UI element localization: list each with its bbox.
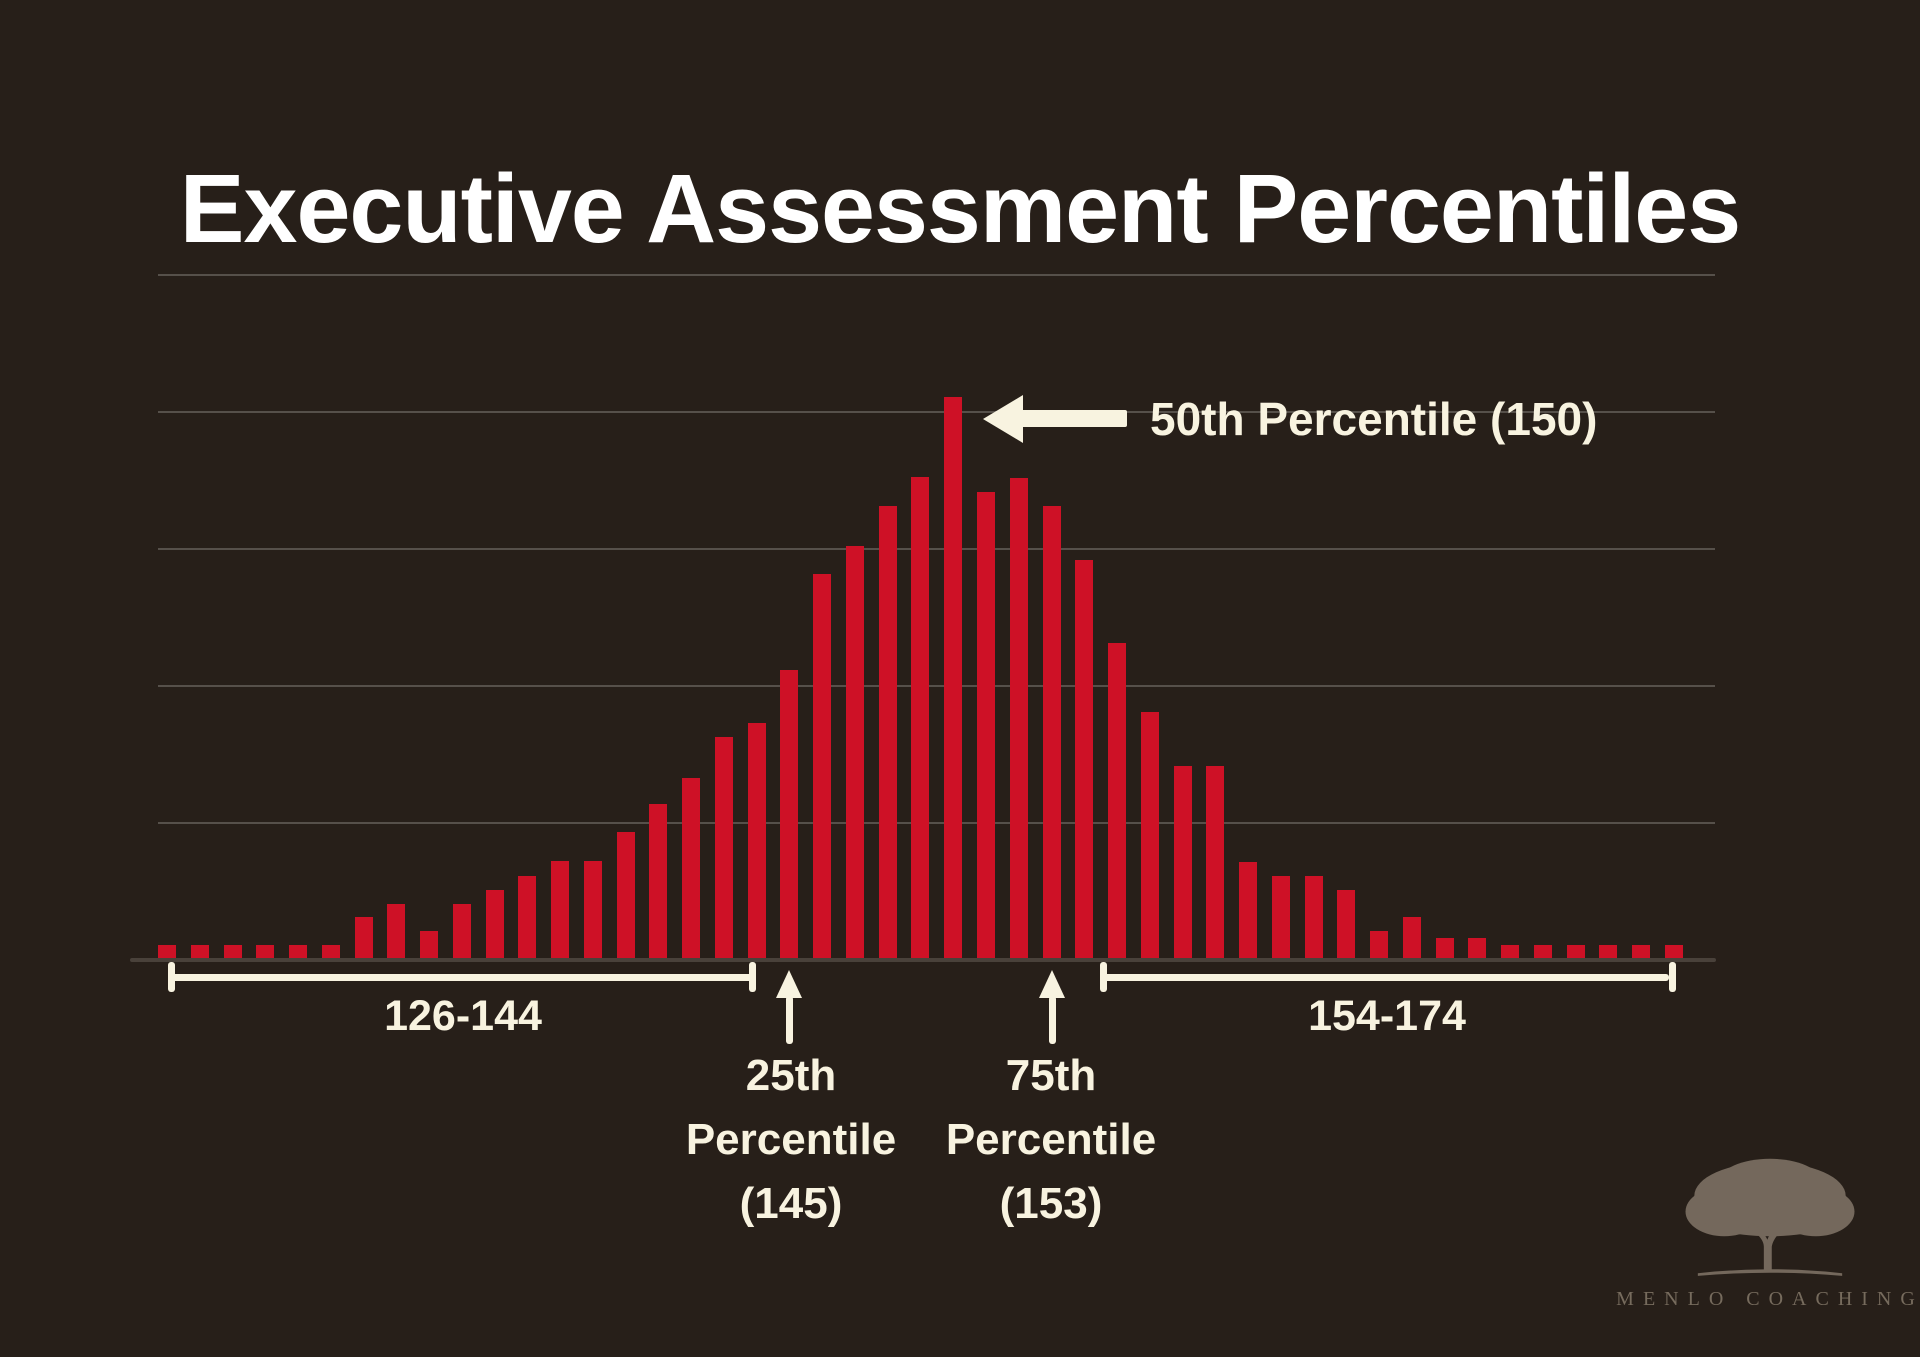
bar-155 <box>1108 643 1126 960</box>
bar-133 <box>387 904 405 960</box>
bar-126 <box>158 945 176 960</box>
bar-143 <box>715 737 733 960</box>
bar-153 <box>1043 506 1061 960</box>
bar-127 <box>191 945 209 960</box>
bar-165 <box>1436 938 1454 960</box>
p75-label: 75th Percentile (153) <box>945 1051 1157 1228</box>
oak-tree-icon <box>1685 1158 1855 1276</box>
bar-141 <box>649 804 667 960</box>
bar-162 <box>1337 890 1355 960</box>
bar-154 <box>1075 560 1093 960</box>
bar-157 <box>1174 766 1192 960</box>
bar-158 <box>1206 766 1224 960</box>
page-title: Executive Assessment Percentiles <box>179 153 1741 263</box>
up-arrow-shaft <box>1049 996 1056 1044</box>
bar-170 <box>1599 945 1617 960</box>
x-axis-line <box>130 958 1716 962</box>
bar-160 <box>1272 876 1290 960</box>
right-range-label: 154-174 <box>1308 992 1466 1040</box>
bracket-tick <box>1669 962 1676 992</box>
left-arrow-icon <box>983 395 1023 443</box>
bar-136 <box>486 890 504 960</box>
gridline <box>158 274 1715 276</box>
up-arrow-icon <box>1039 970 1065 998</box>
bar-164 <box>1403 917 1421 960</box>
bar-148 <box>879 506 897 960</box>
bar-142 <box>682 778 700 960</box>
bar-169 <box>1567 945 1585 960</box>
bar-147 <box>846 546 864 960</box>
bar-163 <box>1370 931 1388 960</box>
bar-134 <box>420 931 438 960</box>
bar-159 <box>1239 862 1257 960</box>
bar-128 <box>224 945 242 960</box>
gridline <box>158 411 1715 413</box>
bar-151 <box>977 492 995 960</box>
bracket-tick <box>749 962 756 992</box>
bar-150 <box>944 397 962 960</box>
up-arrow-shaft <box>786 996 793 1044</box>
left-range-label: 126-144 <box>384 992 542 1040</box>
bar-167 <box>1501 945 1519 960</box>
bar-140 <box>617 832 635 960</box>
menlo-coaching-logo: MENLO COACHING <box>1616 1150 1915 1310</box>
bar-172 <box>1665 945 1683 960</box>
bar-166 <box>1468 938 1486 960</box>
bar-146 <box>813 574 831 960</box>
bar-149 <box>911 477 929 960</box>
p25-label: 25th Percentile (145) <box>685 1051 897 1228</box>
up-arrow-icon <box>776 970 802 998</box>
bar-130 <box>289 945 307 960</box>
bar-168 <box>1534 945 1552 960</box>
bar-144 <box>748 723 766 960</box>
bar-171 <box>1632 945 1650 960</box>
median-label: 50th Percentile (150) <box>1150 393 1598 445</box>
bracket-line <box>1103 974 1669 981</box>
gridline <box>158 548 1715 550</box>
bar-129 <box>256 945 274 960</box>
bracket-line <box>171 974 754 981</box>
gridline <box>158 822 1715 824</box>
bar-131 <box>322 945 340 960</box>
bar-161 <box>1305 876 1323 960</box>
bar-139 <box>584 861 602 960</box>
bar-145 <box>780 670 798 960</box>
bar-132 <box>355 917 373 960</box>
bar-152 <box>1010 478 1028 960</box>
left-arrow-shaft <box>1020 410 1127 427</box>
gridline <box>158 685 1715 687</box>
bar-135 <box>453 904 471 960</box>
bar-138 <box>551 861 569 960</box>
bar-156 <box>1141 712 1159 960</box>
logo-text: MENLO COACHING <box>1616 1288 1920 1310</box>
bar-137 <box>518 876 536 960</box>
